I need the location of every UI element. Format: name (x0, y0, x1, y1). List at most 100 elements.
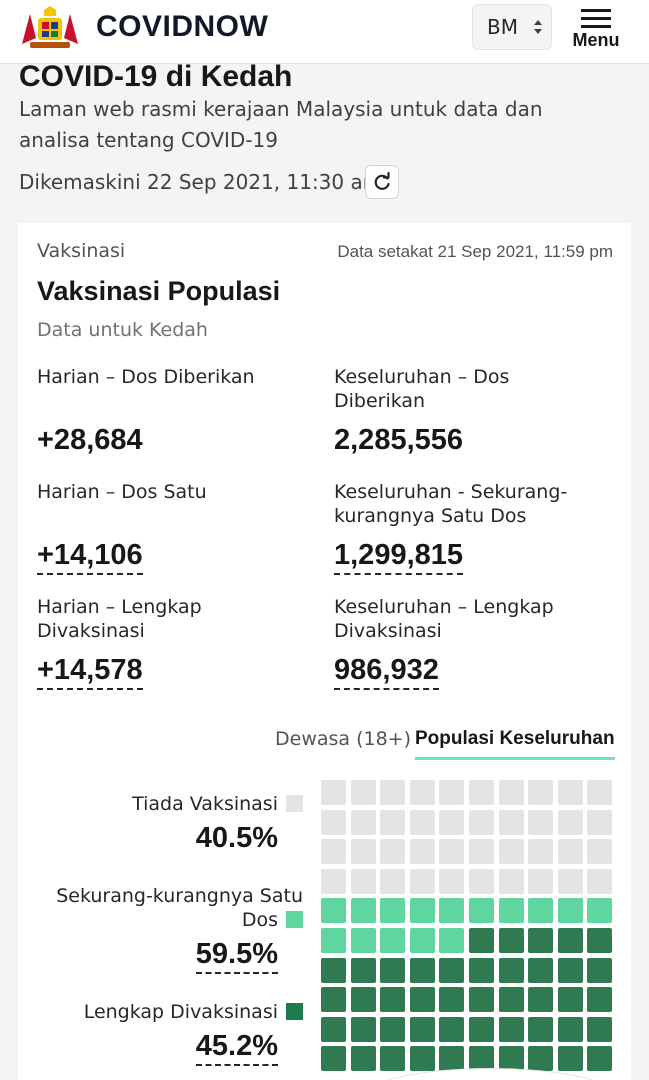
waffle-cell-fully-vaccinated (528, 957, 554, 983)
waffle-cell-fully-vaccinated (321, 1046, 346, 1072)
malaysia-coat-of-arms-logo[interactable] (16, 4, 84, 52)
waffle-cell-unvaccinated (350, 868, 376, 894)
waffle-cell-unvaccinated (321, 780, 346, 805)
waffle-cell-fully-vaccinated (528, 1016, 554, 1042)
stat-total-doses: Keseluruhan – Dos Diberikan 2,285,556 (334, 365, 604, 461)
stat-label: Harian – Dos Diberikan (37, 366, 255, 388)
waffle-cell-unvaccinated (439, 868, 465, 894)
waffle-cell-one-dose (321, 928, 346, 953)
waffle-cell-fully-vaccinated (409, 1016, 435, 1042)
stat-label: Keseluruhan – Lengkap Divaksinasi (334, 596, 554, 642)
menu-button[interactable]: Menu (566, 4, 626, 56)
waffle-cell-one-dose (380, 898, 406, 924)
waffle-cell-fully-vaccinated (469, 1016, 494, 1042)
waffle-cell-fully-vaccinated (557, 957, 583, 983)
waffle-cell-fully-vaccinated (350, 987, 376, 1013)
page-title: COVID-19 di Kedah (19, 60, 293, 93)
refresh-icon (374, 172, 390, 190)
waffle-cell-fully-vaccinated (350, 957, 376, 983)
waffle-cell-unvaccinated (557, 868, 583, 894)
waffle-cell-fully-vaccinated (409, 957, 435, 983)
waffle-cell-fully-vaccinated (321, 957, 346, 983)
waffle-cell-fully-vaccinated (350, 1046, 376, 1072)
legend-fully-vaccinated: Lengkap Divaksinasi 45.2% (84, 1000, 303, 1066)
waffle-cell-fully-vaccinated (528, 928, 554, 953)
waffle-cell-unvaccinated (321, 868, 346, 894)
stat-daily-dose-one: Harian – Dos Satu +14,106 (37, 480, 307, 576)
waffle-cell-fully-vaccinated (350, 1016, 376, 1042)
stat-label: Harian – Lengkap Divaksinasi (37, 596, 202, 642)
waffle-cell-one-dose (380, 928, 406, 953)
waffle-cell-one-dose (350, 928, 376, 953)
tab-adult[interactable]: Dewasa (18+) (275, 728, 412, 750)
legend-value: 40.5% (195, 822, 278, 854)
stat-label: Keseluruhan – Dos Diberikan (334, 366, 510, 412)
waffle-cell-fully-vaccinated (557, 987, 583, 1013)
waffle-cell-one-dose (439, 928, 465, 953)
language-select[interactable]: BM (472, 4, 552, 50)
language-value: BM (487, 15, 518, 39)
stat-value[interactable]: 1,299,815 (334, 539, 464, 575)
stat-value: 2,285,556 (334, 424, 464, 456)
waffle-cell-fully-vaccinated (587, 1016, 613, 1042)
waffle-cell-unvaccinated (469, 780, 494, 805)
legend-value[interactable]: 59.5% (195, 938, 278, 974)
waffle-cell-one-dose (409, 928, 435, 953)
legend-value[interactable]: 45.2% (195, 1030, 278, 1066)
waffle-cell-one-dose (321, 898, 346, 924)
waffle-cell-unvaccinated (528, 839, 554, 865)
menu-label: Menu (572, 30, 620, 50)
waffle-cell-unvaccinated (321, 809, 346, 835)
waffle-cell-one-dose (469, 898, 494, 924)
waffle-cell-unvaccinated (498, 809, 524, 835)
waffle-cell-unvaccinated (409, 780, 435, 805)
legend-swatch (286, 911, 303, 928)
waffle-cell-unvaccinated (380, 809, 406, 835)
waffle-cell-fully-vaccinated (439, 987, 465, 1013)
legend-swatch (286, 1003, 303, 1020)
waffle-cell-fully-vaccinated (498, 1016, 524, 1042)
legend-label: Lengkap Divaksinasi (83, 1001, 278, 1023)
data-as-of-text: Data setakat 21 Sep 2021, 11:59 pm (337, 242, 613, 261)
page-subtitle: Laman web rasmi kerajaan Malaysia untuk … (19, 97, 543, 152)
waffle-cell-unvaccinated (498, 839, 524, 865)
brand-name[interactable]: COVIDNOW (96, 10, 269, 43)
vaccination-card: Vaksinasi Data setakat 21 Sep 2021, 11:5… (18, 223, 631, 1080)
stat-value[interactable]: 986,932 (334, 654, 439, 690)
waffle-cell-fully-vaccinated (380, 1016, 406, 1042)
tab-total-population[interactable]: Populasi Keseluruhan (415, 728, 615, 760)
refresh-button[interactable] (365, 165, 399, 199)
card-title: Vaksinasi Populasi (37, 276, 281, 306)
stat-label: Harian – Dos Satu (37, 481, 207, 503)
waffle-cell-unvaccinated (409, 809, 435, 835)
waffle-cell-unvaccinated (350, 780, 376, 805)
updown-caret-icon (534, 20, 542, 34)
waffle-cell-one-dose (528, 898, 554, 924)
waffle-cell-fully-vaccinated (380, 987, 406, 1013)
waffle-cell-unvaccinated (380, 780, 406, 805)
waffle-cell-fully-vaccinated (409, 987, 435, 1013)
stat-value[interactable]: +14,578 (37, 654, 143, 690)
waffle-cell-fully-vaccinated (439, 1016, 465, 1042)
waffle-cell-fully-vaccinated (321, 987, 346, 1013)
waffle-cell-fully-vaccinated (469, 928, 494, 953)
legend-label: Sekurang-kurangnya Satu Dos (56, 885, 303, 931)
waffle-cell-unvaccinated (350, 839, 376, 865)
waffle-cell-fully-vaccinated (439, 1046, 465, 1072)
waffle-cell-fully-vaccinated (528, 1046, 554, 1072)
waffle-cell-fully-vaccinated (409, 1046, 435, 1072)
waffle-cell-unvaccinated (528, 868, 554, 894)
waffle-cell-unvaccinated (380, 868, 406, 894)
waffle-cell-unvaccinated (587, 868, 613, 894)
legend-label: Tiada Vaksinasi (132, 793, 278, 815)
waffle-cell-fully-vaccinated (439, 957, 465, 983)
stat-daily-fully-vaccinated: Harian – Lengkap Divaksinasi +14,578 (37, 595, 307, 691)
waffle-cell-unvaccinated (587, 780, 613, 805)
waffle-cell-fully-vaccinated (557, 1016, 583, 1042)
waffle-cell-one-dose (409, 898, 435, 924)
stat-value[interactable]: +14,106 (37, 539, 143, 575)
waffle-cell-unvaccinated (587, 839, 613, 865)
waffle-cell-unvaccinated (469, 868, 494, 894)
top-navbar: COVIDNOW BM Menu (0, 0, 649, 64)
waffle-cell-one-dose (498, 898, 524, 924)
